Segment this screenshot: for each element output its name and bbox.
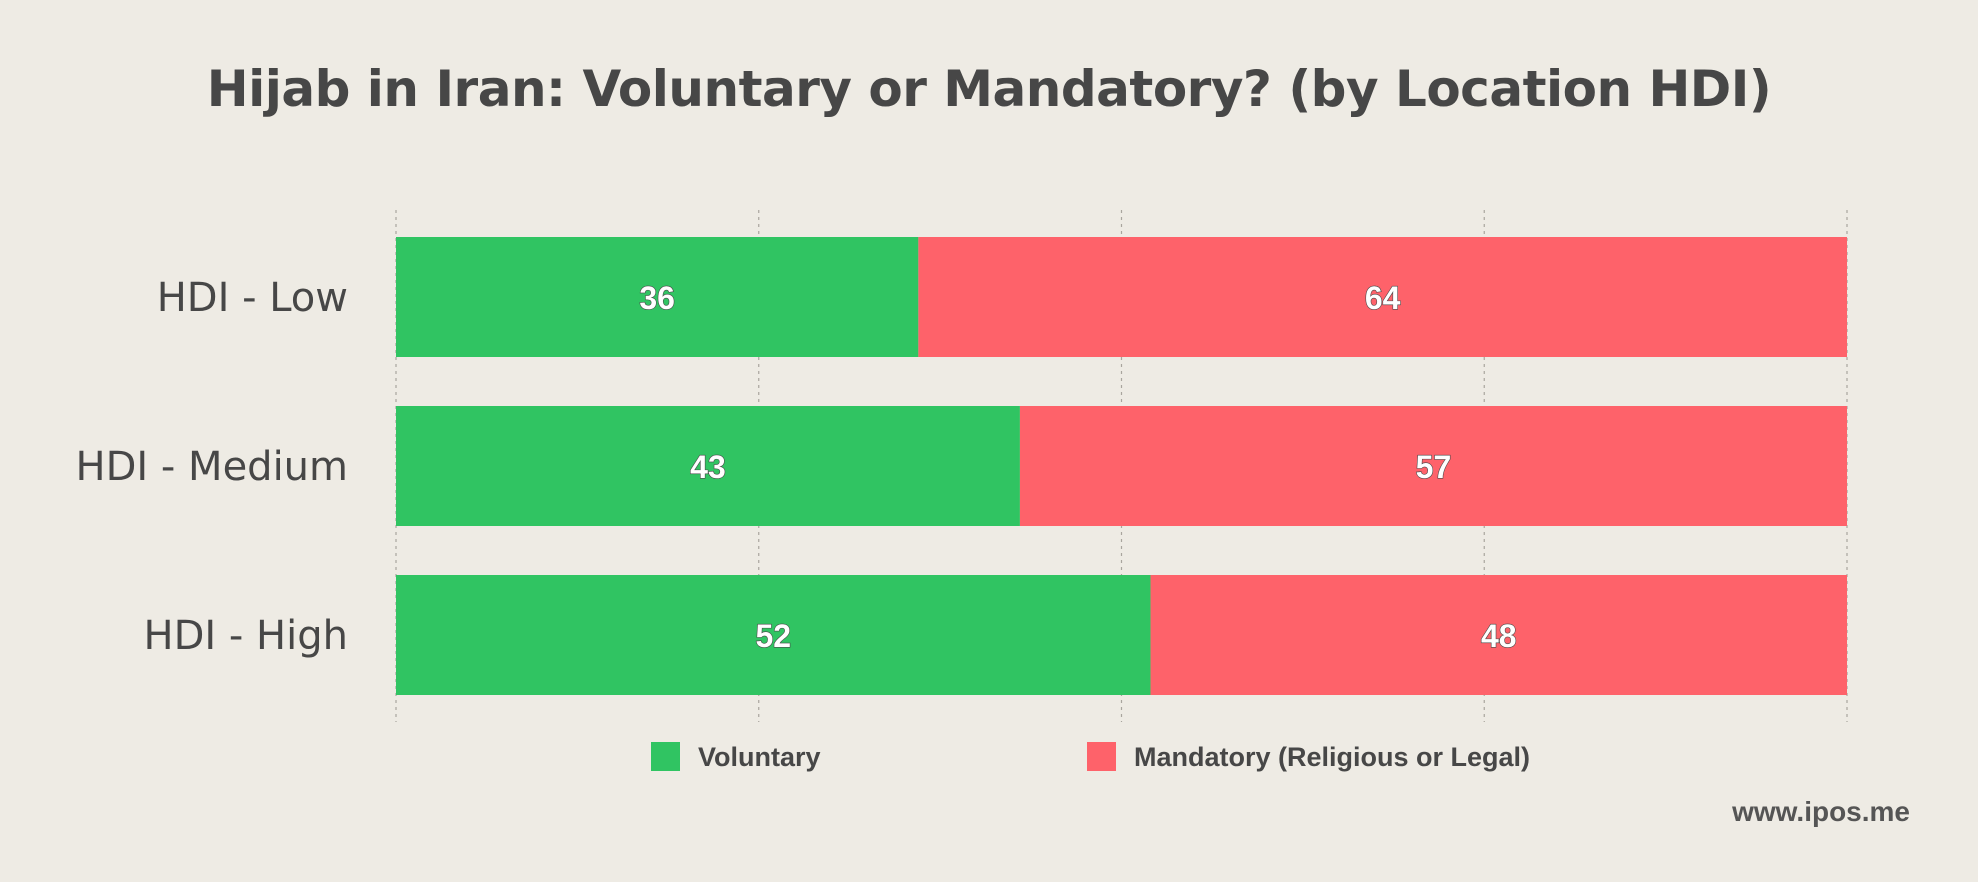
bars	[396, 237, 1847, 695]
watermark: www.ipos.me	[1732, 796, 1910, 827]
legend: Voluntary Mandatory (Religious or Legal)	[651, 742, 1530, 772]
bar-segment	[1150, 575, 1847, 695]
data-label: 64	[1365, 280, 1401, 316]
legend-label: Mandatory (Religious or Legal)	[1134, 742, 1530, 772]
bar-segment	[1019, 406, 1847, 526]
category-labels: HDI - Low HDI - Medium HDI - High	[76, 275, 348, 659]
bar-segment	[396, 237, 919, 357]
category-label: HDI - Medium	[76, 444, 348, 490]
bar-segment	[918, 237, 1847, 357]
legend-swatch	[651, 742, 680, 771]
data-label: 36	[639, 280, 675, 316]
bar-segment	[396, 406, 1020, 526]
data-label: 52	[755, 618, 791, 654]
data-labels: 36 64 43 57 52 48	[639, 279, 1517, 654]
legend-swatch	[1087, 742, 1116, 771]
category-label: HDI - Low	[157, 275, 348, 321]
chart-title: Hijab in Iran: Voluntary or Mandatory? (…	[206, 60, 1772, 118]
legend-label: Voluntary	[698, 742, 821, 772]
category-label: HDI - High	[144, 613, 348, 659]
data-label: 57	[1416, 449, 1452, 485]
data-label: 43	[690, 449, 726, 485]
bar-segment	[396, 575, 1151, 695]
data-label: 48	[1481, 618, 1517, 654]
